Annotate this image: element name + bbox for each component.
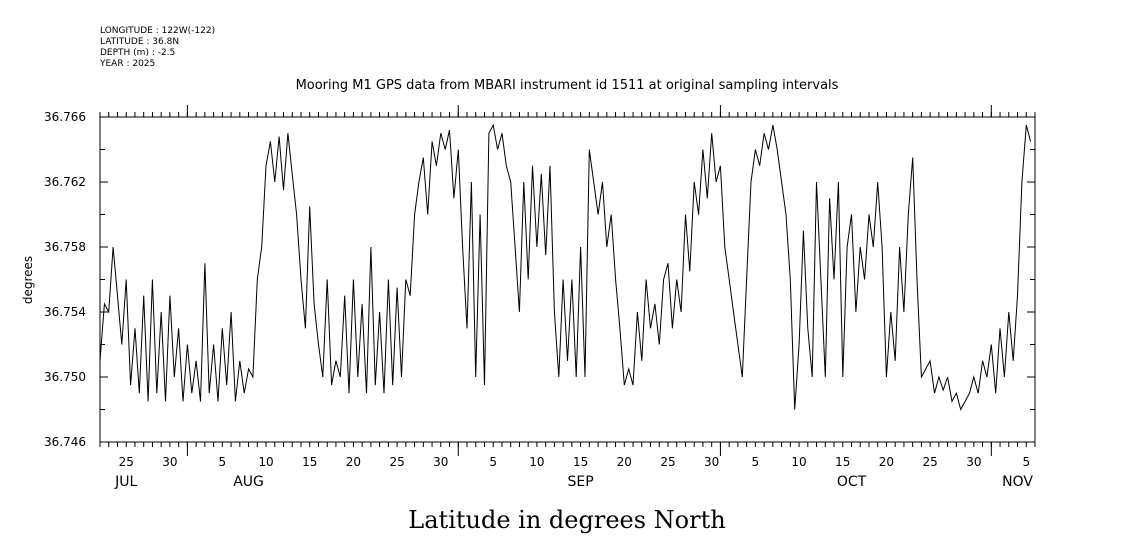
chart-title: Mooring M1 GPS data from MBARI instrumen… [296, 78, 839, 93]
latitude-label: LATITUDE : 36.8N [100, 37, 180, 47]
x-tick-label: 25 [922, 455, 937, 469]
y-tick-label: 36.758 [44, 240, 86, 254]
month-label: JUL [114, 474, 137, 490]
depth-label: DEPTH (m) : -2.5 [100, 48, 176, 58]
year-label: YEAR : 2025 [100, 59, 156, 69]
axes-layer: 25 30 5 10 15 20 25 30 5 10 15 20 25 30 5 10 15 20 25 30 5 JU… [44, 105, 1036, 490]
x-axis-label: Latitude in degrees North [408, 506, 725, 534]
month-label: AUG [233, 474, 264, 490]
x-tick-label: 30 [704, 455, 719, 469]
x-tick-label: 25 [119, 455, 134, 469]
y-tick-label: 36.762 [44, 175, 86, 189]
metadata-block: LONGITUDE : 122W(-122) LATITUDE : 36.8N … [100, 26, 215, 70]
x-tick-label: 5 [219, 455, 227, 469]
x-tick-label: 10 [791, 455, 806, 469]
y-tick-label: 36.754 [44, 305, 86, 319]
latitude-series-line [99, 123, 1032, 411]
x-tick-label: 15 [835, 455, 850, 469]
x-tick-label: 20 [346, 455, 361, 469]
series-layer [99, 123, 1032, 411]
y-axis-label: degrees [21, 256, 35, 304]
x-tick-label: 10 [529, 455, 544, 469]
x-tick-label: 15 [302, 455, 317, 469]
x-tick-label: 25 [389, 455, 404, 469]
x-tick-label: 20 [879, 455, 894, 469]
x-tick-label: 25 [660, 455, 675, 469]
x-tick-label: 15 [573, 455, 588, 469]
x-tick-label: 20 [617, 455, 632, 469]
x-tick-label: 30 [433, 455, 448, 469]
x-tick-label: 5 [752, 455, 760, 469]
x-tick-label: 30 [162, 455, 177, 469]
month-label: SEP [568, 474, 594, 490]
x-tick-label: 10 [258, 455, 273, 469]
month-label: OCT [837, 474, 867, 490]
plot-frame [99, 116, 1036, 443]
x-tick-label: 5 [1022, 455, 1030, 469]
month-label: NOV [1002, 474, 1033, 490]
y-tick-label: 36.746 [44, 435, 86, 449]
x-tick-label: 30 [966, 455, 981, 469]
y-tick-label: 36.766 [44, 110, 86, 124]
y-tick-label: 36.750 [44, 370, 86, 384]
x-tick-label: 5 [489, 455, 497, 469]
longitude-label: LONGITUDE : 122W(-122) [100, 26, 216, 36]
